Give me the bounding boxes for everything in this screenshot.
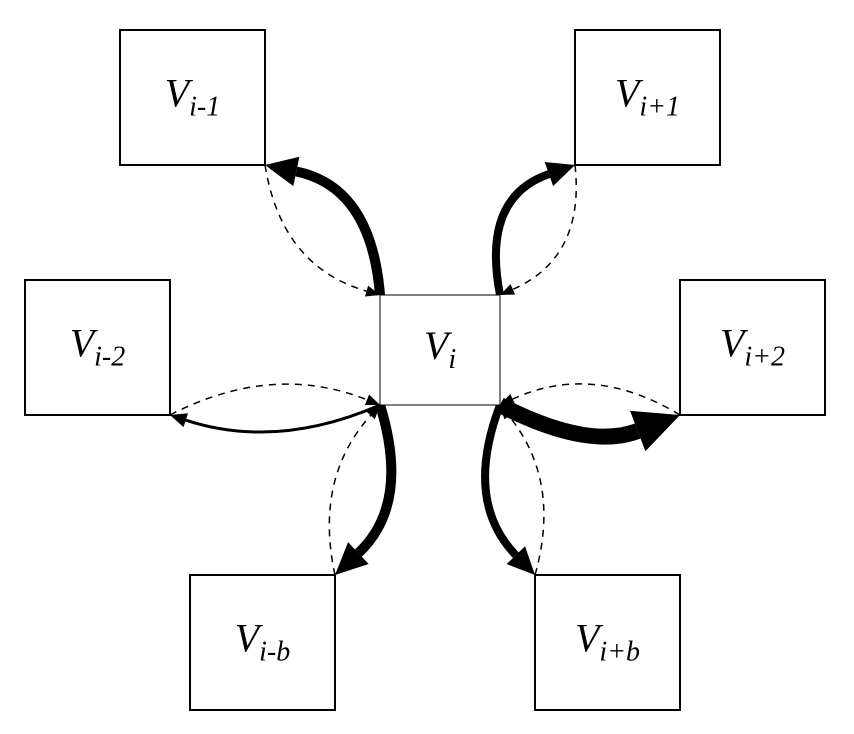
node-tr: Vi+1: [575, 30, 720, 165]
node-br: Vi+b: [535, 575, 680, 710]
edge-center-to-tr: [496, 174, 549, 295]
edge-center-to-ml: [186, 405, 380, 432]
node-ml: Vi-2: [25, 280, 170, 415]
arrowhead: [545, 162, 575, 186]
edge-ml-to-center: [170, 384, 367, 415]
arrowhead: [265, 157, 299, 186]
node-bl: Vi-b: [190, 575, 335, 710]
edge-tl-to-center: [265, 165, 367, 291]
edge-center-to-bl: [358, 405, 391, 553]
arrowhead: [365, 395, 380, 405]
node-center: Vi: [380, 295, 500, 405]
edge-center-to-tl: [296, 171, 380, 295]
node-tl: Vi-1: [120, 30, 265, 165]
edge-mr-to-center: [513, 384, 680, 415]
diagram-canvas: Vi Vi-1 Vi+1 Vi-2 Vi+2 Vi-b Vi+b: [0, 0, 854, 734]
arrowhead: [500, 394, 515, 405]
node-mr: Vi+2: [680, 280, 825, 415]
nodes-layer: Vi Vi-1 Vi+1 Vi-2 Vi+2 Vi-b Vi+b: [25, 30, 825, 710]
edge-center-to-br: [485, 405, 516, 555]
arrowhead: [170, 413, 188, 427]
